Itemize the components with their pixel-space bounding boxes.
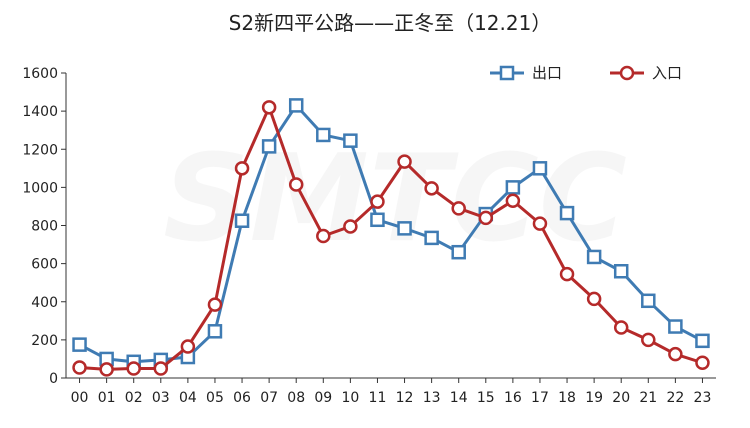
data-point (72, 360, 87, 375)
data-point (586, 249, 602, 265)
data-point (234, 161, 250, 176)
data-point (99, 362, 114, 377)
x-tick-label: 10 (341, 390, 359, 406)
y-tick-label: 600 (31, 257, 58, 273)
data-point (343, 219, 358, 234)
data-point (370, 194, 385, 209)
x-tick-label: 18 (558, 390, 576, 406)
data-point (180, 339, 196, 354)
data-point (397, 154, 412, 169)
chart-title: S2新四平公路——正冬至（12.21） (229, 11, 552, 35)
legend-marker (619, 65, 635, 81)
data-point (207, 324, 223, 339)
data-point (234, 213, 250, 228)
data-point (451, 244, 466, 260)
data-point (505, 193, 521, 208)
data-point (397, 221, 412, 236)
legend: 出口 入口 (490, 64, 682, 82)
x-tick-label: 03 (152, 390, 170, 406)
data-point (505, 180, 521, 195)
data-point (316, 127, 331, 143)
x-tick-label: 12 (396, 390, 414, 406)
x-tick-label: 04 (179, 390, 197, 406)
data-point (343, 133, 358, 148)
x-tick-label: 22 (666, 390, 684, 406)
x-tick-label: 15 (477, 390, 495, 406)
x-tick-label: 01 (98, 390, 116, 406)
series-layer (72, 98, 710, 377)
x-tick-label: 00 (71, 390, 89, 406)
x-axis-ticks: 00 01 02 03 04 05 06 07 08 09 10 11 12 13 14 15 16 17 18 19… (71, 378, 712, 406)
data-point (478, 210, 494, 226)
data-point (153, 361, 169, 376)
y-tick-label: 400 (31, 295, 58, 311)
x-tick-label: 16 (504, 390, 522, 406)
y-tick-label: 1000 (22, 180, 58, 196)
x-tick-label: 13 (423, 390, 441, 406)
legend-marker (499, 65, 515, 81)
x-tick-label: 17 (531, 390, 549, 406)
data-point (316, 228, 331, 244)
data-point (586, 291, 602, 307)
data-point (207, 297, 223, 312)
y-axis-ticks: 0 200 400 600 800 1000 1200 1400 1600 (22, 66, 66, 387)
y-tick-label: 1200 (22, 142, 58, 158)
x-tick-label: 05 (206, 390, 224, 406)
x-tick-label: 23 (694, 390, 712, 406)
x-tick-label: 02 (125, 390, 143, 406)
x-tick-label: 21 (639, 390, 657, 406)
data-point (559, 266, 575, 282)
x-tick-label: 07 (260, 390, 278, 406)
x-tick-label: 08 (287, 390, 305, 406)
data-point (695, 355, 710, 370)
x-tick-label: 09 (314, 390, 332, 406)
x-tick-label: 14 (450, 390, 468, 406)
y-tick-label: 800 (31, 219, 58, 235)
data-point (424, 181, 439, 196)
data-point (613, 320, 629, 335)
y-tick-label: 1600 (22, 66, 58, 82)
data-point (288, 98, 304, 113)
data-point (261, 100, 277, 115)
x-tick-label: 11 (369, 390, 387, 406)
data-point (532, 216, 548, 231)
data-point (424, 230, 439, 246)
x-tick-label: 06 (233, 390, 251, 406)
data-point (641, 332, 656, 348)
data-point (695, 333, 710, 349)
data-point (641, 293, 656, 309)
data-point (451, 201, 466, 216)
data-point (668, 346, 683, 362)
legend-label: 入口 (652, 64, 682, 82)
data-point (126, 361, 141, 376)
data-point (288, 177, 304, 192)
data-point (72, 337, 87, 352)
x-tick-label: 19 (585, 390, 603, 406)
data-point (559, 205, 575, 221)
data-point (613, 264, 629, 279)
y-tick-label: 0 (49, 371, 58, 387)
x-tick-label: 20 (612, 390, 630, 406)
legend-label: 出口 (532, 64, 562, 82)
y-tick-label: 200 (31, 333, 58, 349)
data-point (370, 212, 385, 228)
y-tick-label: 1400 (22, 104, 58, 120)
data-point (668, 319, 683, 334)
data-point (261, 139, 277, 154)
data-point (532, 161, 548, 176)
